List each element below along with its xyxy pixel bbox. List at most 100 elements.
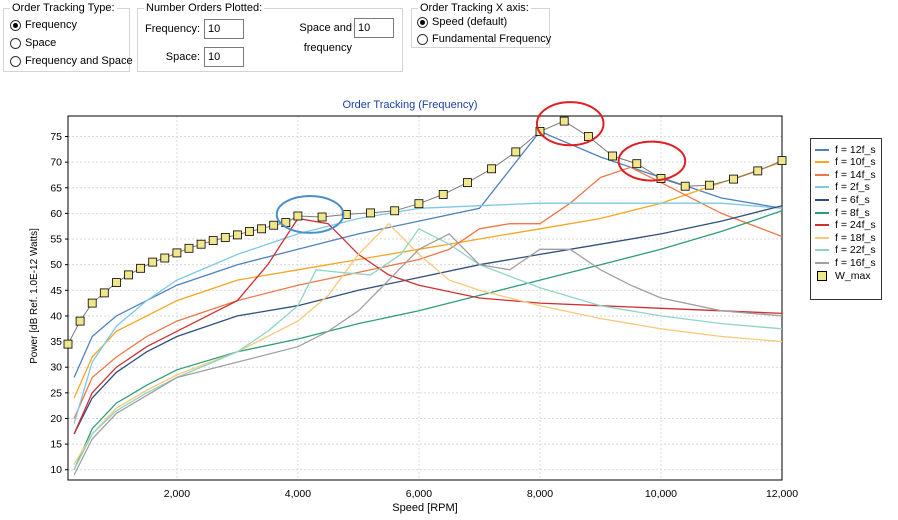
space-field-label: Space: — [165, 51, 200, 63]
series-line-10 — [67, 120, 783, 345]
order-tracking-x-axis-title: Order Tracking X axis: — [418, 2, 531, 15]
wmax-marker — [438, 189, 448, 199]
y-tick-label: 35 — [50, 336, 62, 348]
legend-label: f = 14f_s — [835, 168, 876, 181]
series-line-7 — [73, 222, 783, 465]
legend-label: f = 24f_s — [835, 219, 876, 232]
radio-frequency-indicator[interactable] — [10, 19, 21, 31]
legend-swatch — [815, 261, 829, 264]
number-orders-plotted-title: Number Orders Plotted: — [144, 2, 265, 15]
legend-swatch — [815, 186, 829, 189]
wmax-marker — [75, 316, 85, 326]
y-axis-label: Power [dB Ref. 1.0E-12 Watts] — [29, 228, 40, 364]
series-line-1 — [73, 161, 783, 399]
wmax-marker — [160, 253, 170, 263]
legend-swatch — [815, 224, 829, 227]
y-tick-label: 70 — [50, 157, 62, 169]
series-line-5 — [73, 210, 783, 470]
order-tracking-type-title: Order Tracking Type: — [10, 2, 117, 15]
legend-label: f = 18f_s — [835, 231, 876, 244]
y-tick-label: 40 — [50, 310, 62, 322]
wmax-marker — [124, 270, 133, 280]
wmax-marker — [232, 230, 242, 240]
radio-frequency-and-space-indicator[interactable] — [10, 55, 21, 67]
y-tick-label: 10 — [50, 464, 62, 476]
wmax-marker — [148, 257, 158, 267]
wmax-marker — [245, 226, 254, 236]
wmax-marker — [220, 233, 230, 242]
legend-item: f = 12f_s — [815, 143, 876, 156]
space-and-frequency-label: Space and frequency — [299, 22, 352, 54]
legend-swatch — [815, 249, 829, 252]
legend-swatch — [815, 211, 829, 214]
legend-label: f = 8f_s — [835, 206, 870, 219]
space-and-frequency-input[interactable] — [354, 18, 394, 38]
legend-swatch — [815, 148, 829, 151]
radio-space-label: Space — [25, 37, 57, 49]
wmax-marker — [729, 174, 738, 184]
legend-swatch — [815, 173, 829, 176]
legend-swatch — [815, 198, 829, 201]
y-tick-label: 30 — [50, 362, 62, 374]
chart-series — [67, 120, 783, 476]
radio-speed-default-indicator[interactable] — [417, 16, 428, 28]
legend-label: f = 2f_s — [835, 181, 870, 194]
series-line-8 — [73, 227, 783, 470]
wmax-marker — [293, 211, 303, 221]
legend-swatch — [815, 236, 829, 239]
legend-swatch — [815, 161, 829, 164]
x-tick-label: 2,000 — [164, 488, 190, 500]
legend-item: f = 14f_s — [815, 168, 876, 181]
radio-frequency-and-space[interactable]: Frequency and Space — [10, 53, 133, 69]
y-tick-label: 55 — [50, 234, 62, 246]
wmax-marker — [366, 208, 375, 218]
plot-border — [67, 115, 783, 481]
y-tick-label: 60 — [50, 208, 62, 220]
wmax-marker — [414, 199, 424, 209]
radio-speed-default[interactable]: Speed (default) — [417, 14, 507, 30]
highlight-ellipse-0 — [275, 194, 345, 234]
wmax-marker — [172, 248, 182, 258]
highlight-ellipse-2 — [617, 140, 687, 182]
wmax-marker — [753, 166, 763, 176]
order-tracking-x-axis-group: Order Tracking X axis: Speed (default) F… — [411, 2, 551, 48]
series-line-0 — [73, 130, 783, 378]
legend-item: W_max — [815, 269, 871, 282]
plot-area — [68, 116, 782, 480]
wmax-marker — [390, 206, 400, 216]
legend-label: f = 16f_s — [835, 256, 876, 269]
radio-space-indicator[interactable] — [10, 37, 21, 49]
wmax-marker — [63, 339, 73, 349]
radio-space[interactable]: Space — [10, 35, 56, 51]
radio-frequency-and-space-label: Frequency and Space — [25, 55, 133, 67]
y-tick-label: 75 — [50, 131, 62, 143]
wmax-marker — [608, 151, 617, 161]
frequency-orders-input[interactable] — [204, 19, 244, 39]
order-tracking-type-group: Order Tracking Type: Frequency Space Fre… — [3, 2, 133, 72]
radio-fundamental-frequency-indicator[interactable] — [417, 33, 428, 45]
wmax-marker — [487, 164, 497, 174]
legend-label: f = 6f_s — [835, 193, 870, 206]
chart-markers — [63, 116, 787, 349]
wmax-marker — [777, 156, 787, 166]
radio-frequency[interactable]: Frequency — [10, 17, 77, 33]
chart-ticks: 2,000 4,000 6,000 8,000 10,000 12,000 10 15 20 25… — [50, 131, 798, 500]
wmax-marker — [559, 116, 569, 126]
number-orders-plotted-group: Number Orders Plotted: Frequency: Space … — [137, 2, 403, 72]
legend-label: f = 12f_s — [835, 143, 876, 156]
wmax-marker — [269, 220, 279, 230]
legend-item: f = 24f_s — [815, 219, 876, 232]
wmax-marker — [136, 263, 146, 273]
x-tick-label: 12,000 — [766, 488, 798, 500]
wmax-marker — [317, 212, 327, 222]
chart-axes — [65, 115, 783, 481]
chart-highlights — [275, 101, 687, 234]
wmax-marker — [112, 278, 121, 288]
legend-item: f = 22f_s — [815, 244, 876, 257]
y-tick-label: 15 — [50, 439, 62, 451]
radio-fundamental-frequency[interactable]: Fundamental Frequency — [417, 31, 551, 47]
space-orders-input[interactable] — [204, 47, 244, 67]
y-tick-label: 65 — [50, 182, 62, 194]
wmax-marker — [196, 239, 206, 249]
